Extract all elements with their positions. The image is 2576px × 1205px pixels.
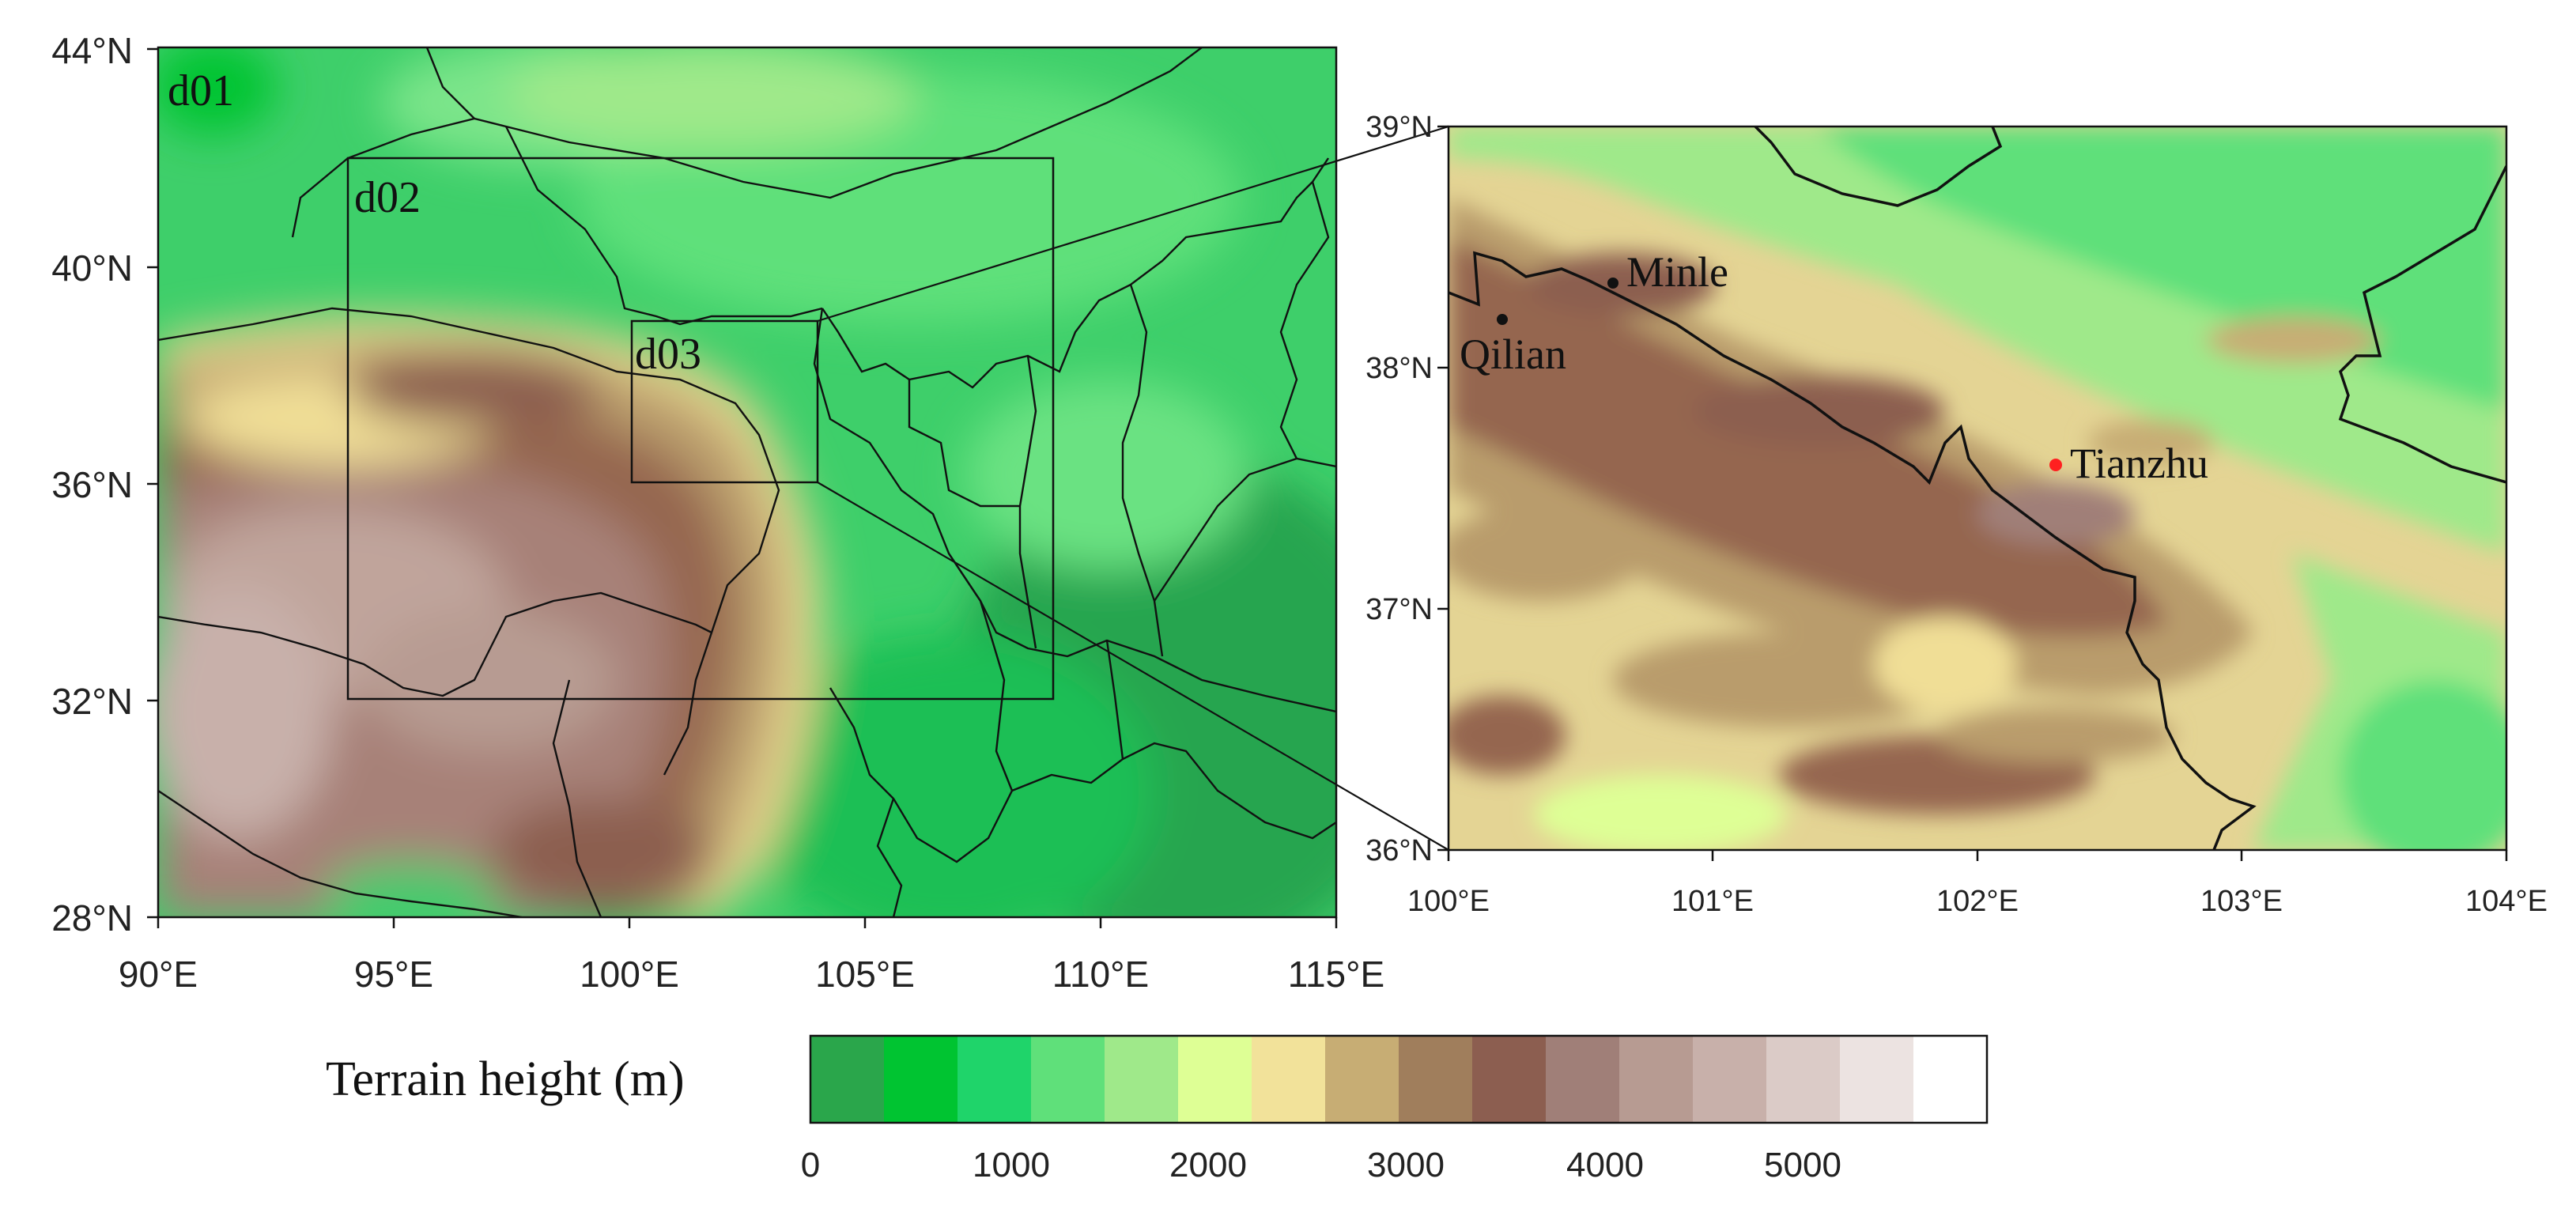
left-lat-tick: 28°N	[51, 897, 133, 939]
colorbar-swatch	[1252, 1036, 1326, 1123]
station-marker	[1497, 314, 1508, 325]
colorbar-tick: 1000	[973, 1146, 1050, 1184]
colorbar-swatch	[1840, 1036, 1914, 1123]
right-lat-tick: 38°N	[1365, 352, 1433, 385]
station-minle: Minle	[1607, 248, 1728, 296]
left-lat-tick: 44°N	[51, 30, 133, 71]
colorbar-swatch	[1766, 1036, 1841, 1123]
station-label: Minle	[1626, 248, 1728, 296]
domain-d01-label: d01	[168, 66, 234, 115]
right-lat-tick: 39°N	[1365, 111, 1433, 144]
station-tianzhu: Tianzhu	[2049, 440, 2208, 487]
colorbar-swatch	[884, 1036, 958, 1123]
colorbar-swatch	[1178, 1036, 1252, 1123]
colorbar-tick: 3000	[1367, 1146, 1445, 1184]
right-lon-tick: 102°E	[1936, 885, 2019, 918]
right-lon-tick: 103°E	[2200, 885, 2283, 918]
colorbar-tick: 0	[801, 1146, 820, 1184]
colorbar-label: Terrain height (m)	[326, 1052, 685, 1106]
left-lat-tick: 40°N	[51, 247, 133, 289]
left-terrain	[158, 47, 1336, 917]
left-lon-tick: 90°E	[119, 954, 198, 995]
left-lon-tick: 95°E	[354, 954, 433, 995]
colorbar-swatch	[1031, 1036, 1105, 1123]
left-lat-tick: 32°N	[51, 681, 133, 722]
colorbar-swatch	[1399, 1036, 1473, 1123]
zoom-connectors	[817, 125, 1449, 851]
domain-d02-label: d02	[354, 173, 421, 222]
right-lat-tick: 36°N	[1365, 834, 1433, 867]
colorbar-swatch	[958, 1036, 1032, 1123]
right-lon-tick: 101°E	[1671, 885, 1754, 918]
station-qilian: Qilian	[1460, 314, 1566, 378]
station-marker	[2049, 459, 2062, 471]
colorbar-swatch	[810, 1036, 885, 1123]
colorbar-tick: 2000	[1169, 1146, 1247, 1184]
station-label: Qilian	[1460, 331, 1566, 378]
domain-d02-box	[346, 157, 1055, 701]
right-map: Minle Qilian Tianzhu 39°N 38°N 37°N 36°N…	[1365, 111, 2548, 918]
station-label: Tianzhu	[2070, 440, 2208, 487]
colorbar-swatch	[1325, 1036, 1399, 1123]
right-lon-tick: 100°E	[1407, 885, 1490, 918]
colorbar-tick: 5000	[1764, 1146, 1841, 1184]
colorbar-swatch	[1913, 1036, 1988, 1123]
colorbar: Terrain height (m) 0 1000 2000 3000 4000…	[326, 1034, 1989, 1184]
left-lat-tick: 36°N	[51, 464, 133, 505]
station-marker	[1607, 278, 1618, 289]
colorbar-tick: 4000	[1566, 1146, 1644, 1184]
colorbar-swatch	[1472, 1036, 1547, 1123]
colorbar-swatch	[1105, 1036, 1179, 1123]
colorbar-swatch	[1693, 1036, 1767, 1123]
right-lat-tick: 37°N	[1365, 593, 1433, 626]
colorbar-swatches	[810, 1036, 1988, 1123]
left-lon-tick: 110°E	[1052, 954, 1149, 995]
domain-d03-box	[630, 319, 819, 484]
domain-d03-label: d03	[635, 330, 701, 379]
colorbar-swatch	[1619, 1036, 1694, 1123]
left-lon-tick: 105°E	[815, 954, 915, 995]
right-lon-tick: 104°E	[2465, 885, 2548, 918]
left-lon-tick: 115°E	[1288, 954, 1384, 995]
left-lon-tick: 100°E	[580, 954, 679, 995]
left-map: d01 d02 d03 44°N 40°N 36°N 32°N 28°N 90°…	[51, 30, 1384, 995]
right-terrain	[1449, 127, 2506, 850]
colorbar-swatch	[1546, 1036, 1620, 1123]
